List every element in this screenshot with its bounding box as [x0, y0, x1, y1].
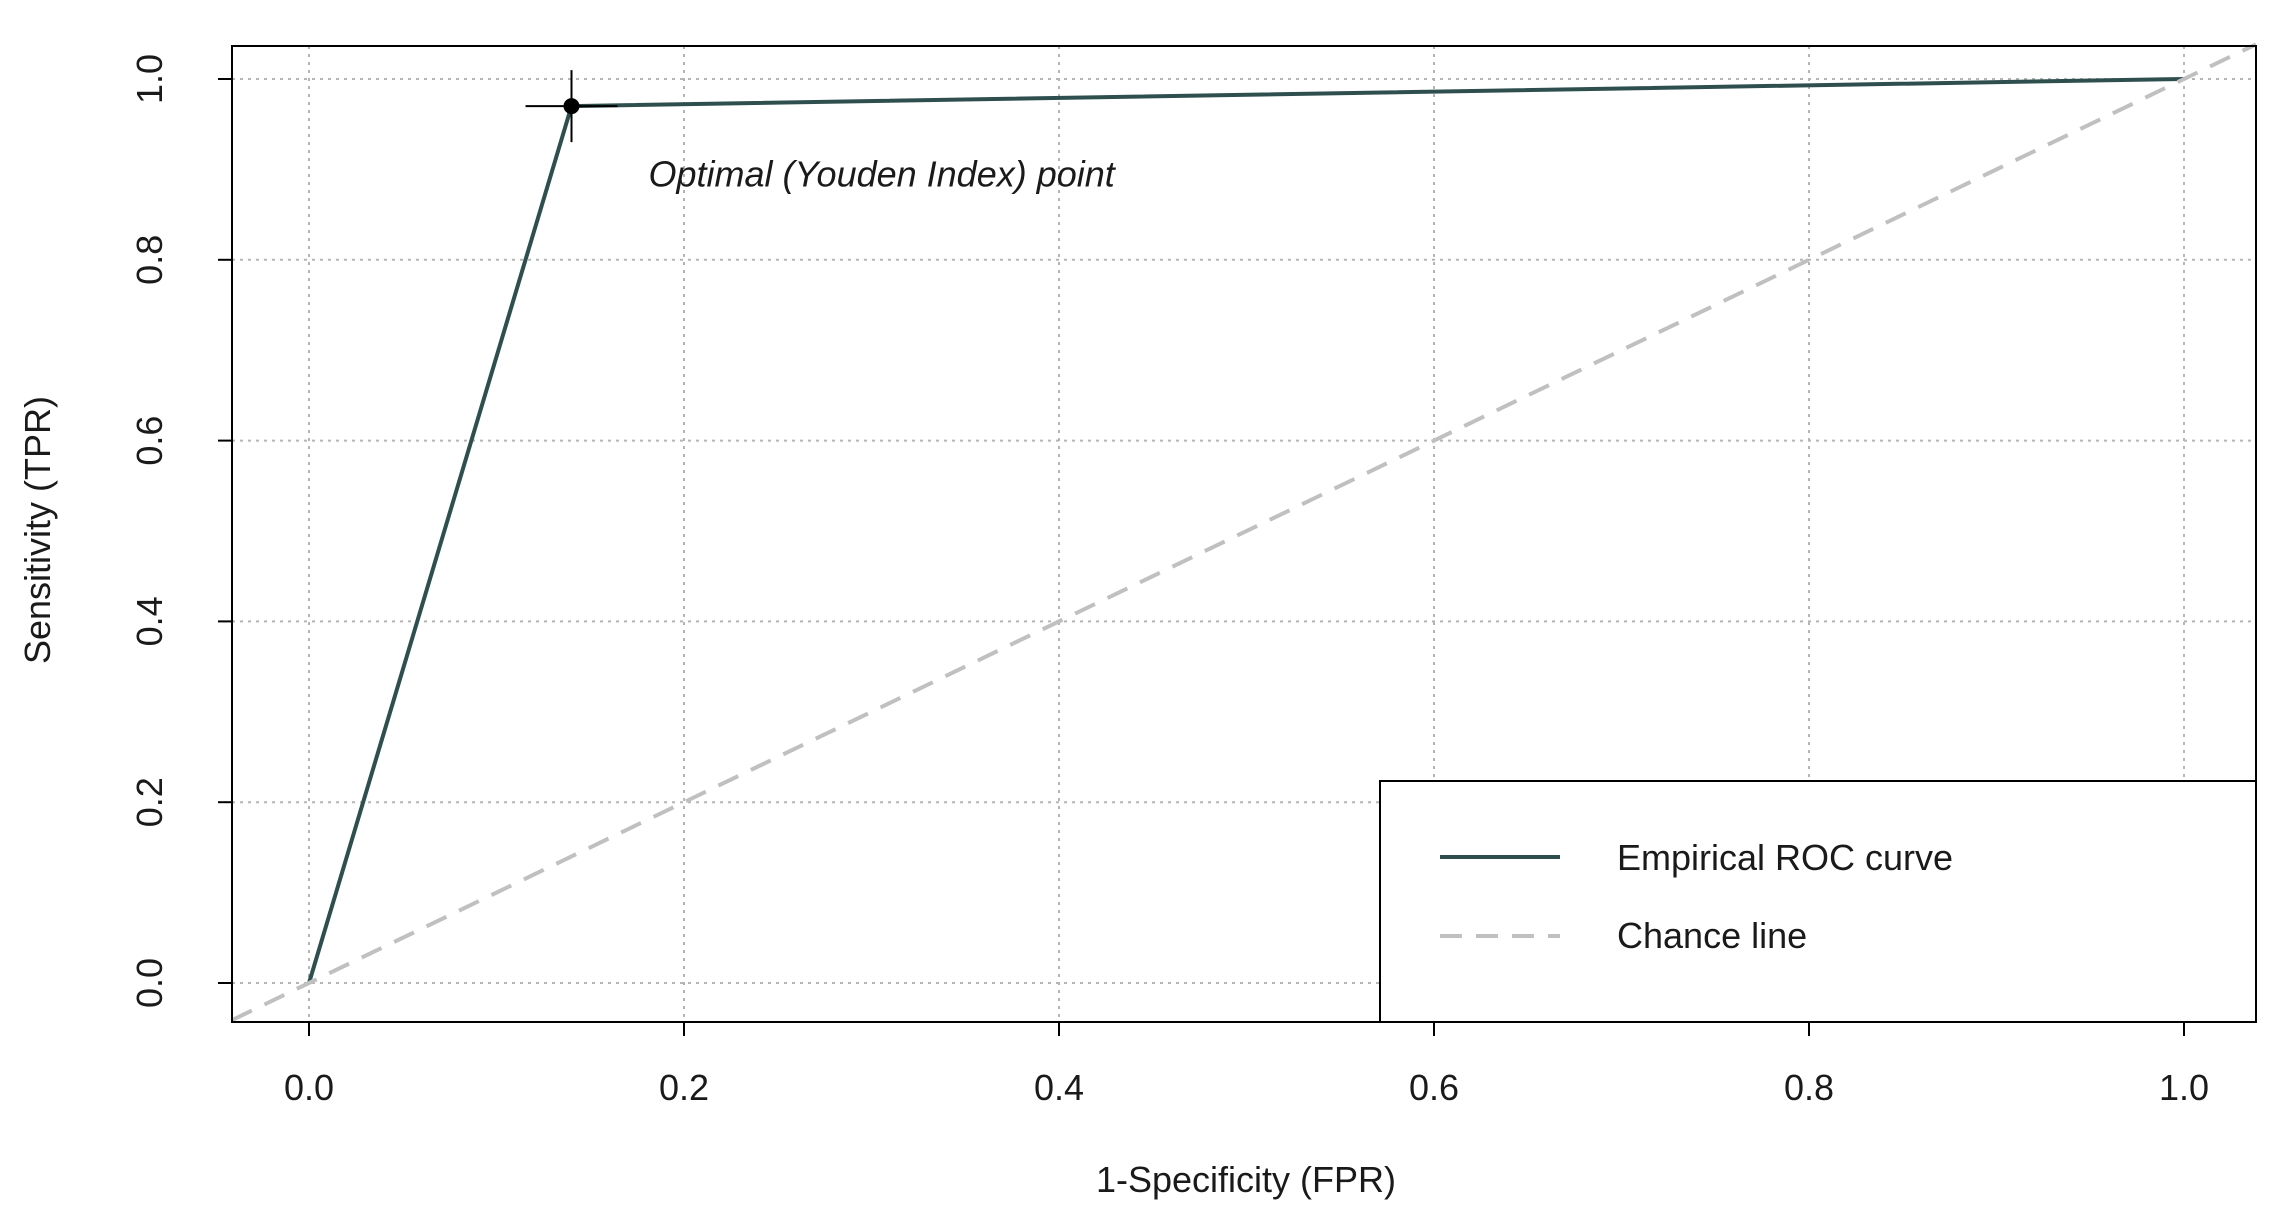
y-tick-label: 0.2 [129, 777, 170, 827]
chance-line [231, 42, 2257, 1022]
legend: Empirical ROC curve Chance line [1379, 780, 2257, 1023]
axis-ticks-layer: 0.0 0.2 0.4 0.6 0.8 1.0 0.0 0.2 0.4 0.6 0.8 1.0 [129, 54, 2209, 1108]
legend-box [1379, 780, 2257, 1023]
y-axis-title: Sensitivity (TPR) [17, 396, 58, 664]
x-tick-label: 0.4 [1034, 1067, 1084, 1108]
legend-label-roc: Empirical ROC curve [1617, 837, 1953, 878]
y-tick-label: 0.0 [129, 958, 170, 1008]
y-tick-label: 0.6 [129, 416, 170, 466]
x-tick-label: 0.6 [1409, 1067, 1459, 1108]
y-tick-label: 0.8 [129, 235, 170, 285]
x-tick-label: 1.0 [2159, 1067, 2209, 1108]
plot-frame [231, 45, 2257, 1023]
plot-frame-layer [231, 45, 2257, 1023]
x-tick-label: 0.8 [1784, 1067, 1834, 1108]
y-tick-label: 0.4 [129, 596, 170, 646]
optimal-point-layer [525, 70, 618, 143]
legend-label-chance: Chance line [1617, 915, 1807, 956]
optimal-point-annotation: Optimal (Youden Index) point [649, 154, 1117, 195]
x-tick-label: 0.2 [659, 1067, 709, 1108]
optimal-point-marker [563, 98, 580, 115]
x-axis-title: 1-Specificity (FPR) [1096, 1159, 1396, 1200]
grid-layer [232, 46, 2256, 1022]
x-tick-label: 0.0 [284, 1067, 334, 1108]
y-tick-label: 1.0 [129, 54, 170, 104]
